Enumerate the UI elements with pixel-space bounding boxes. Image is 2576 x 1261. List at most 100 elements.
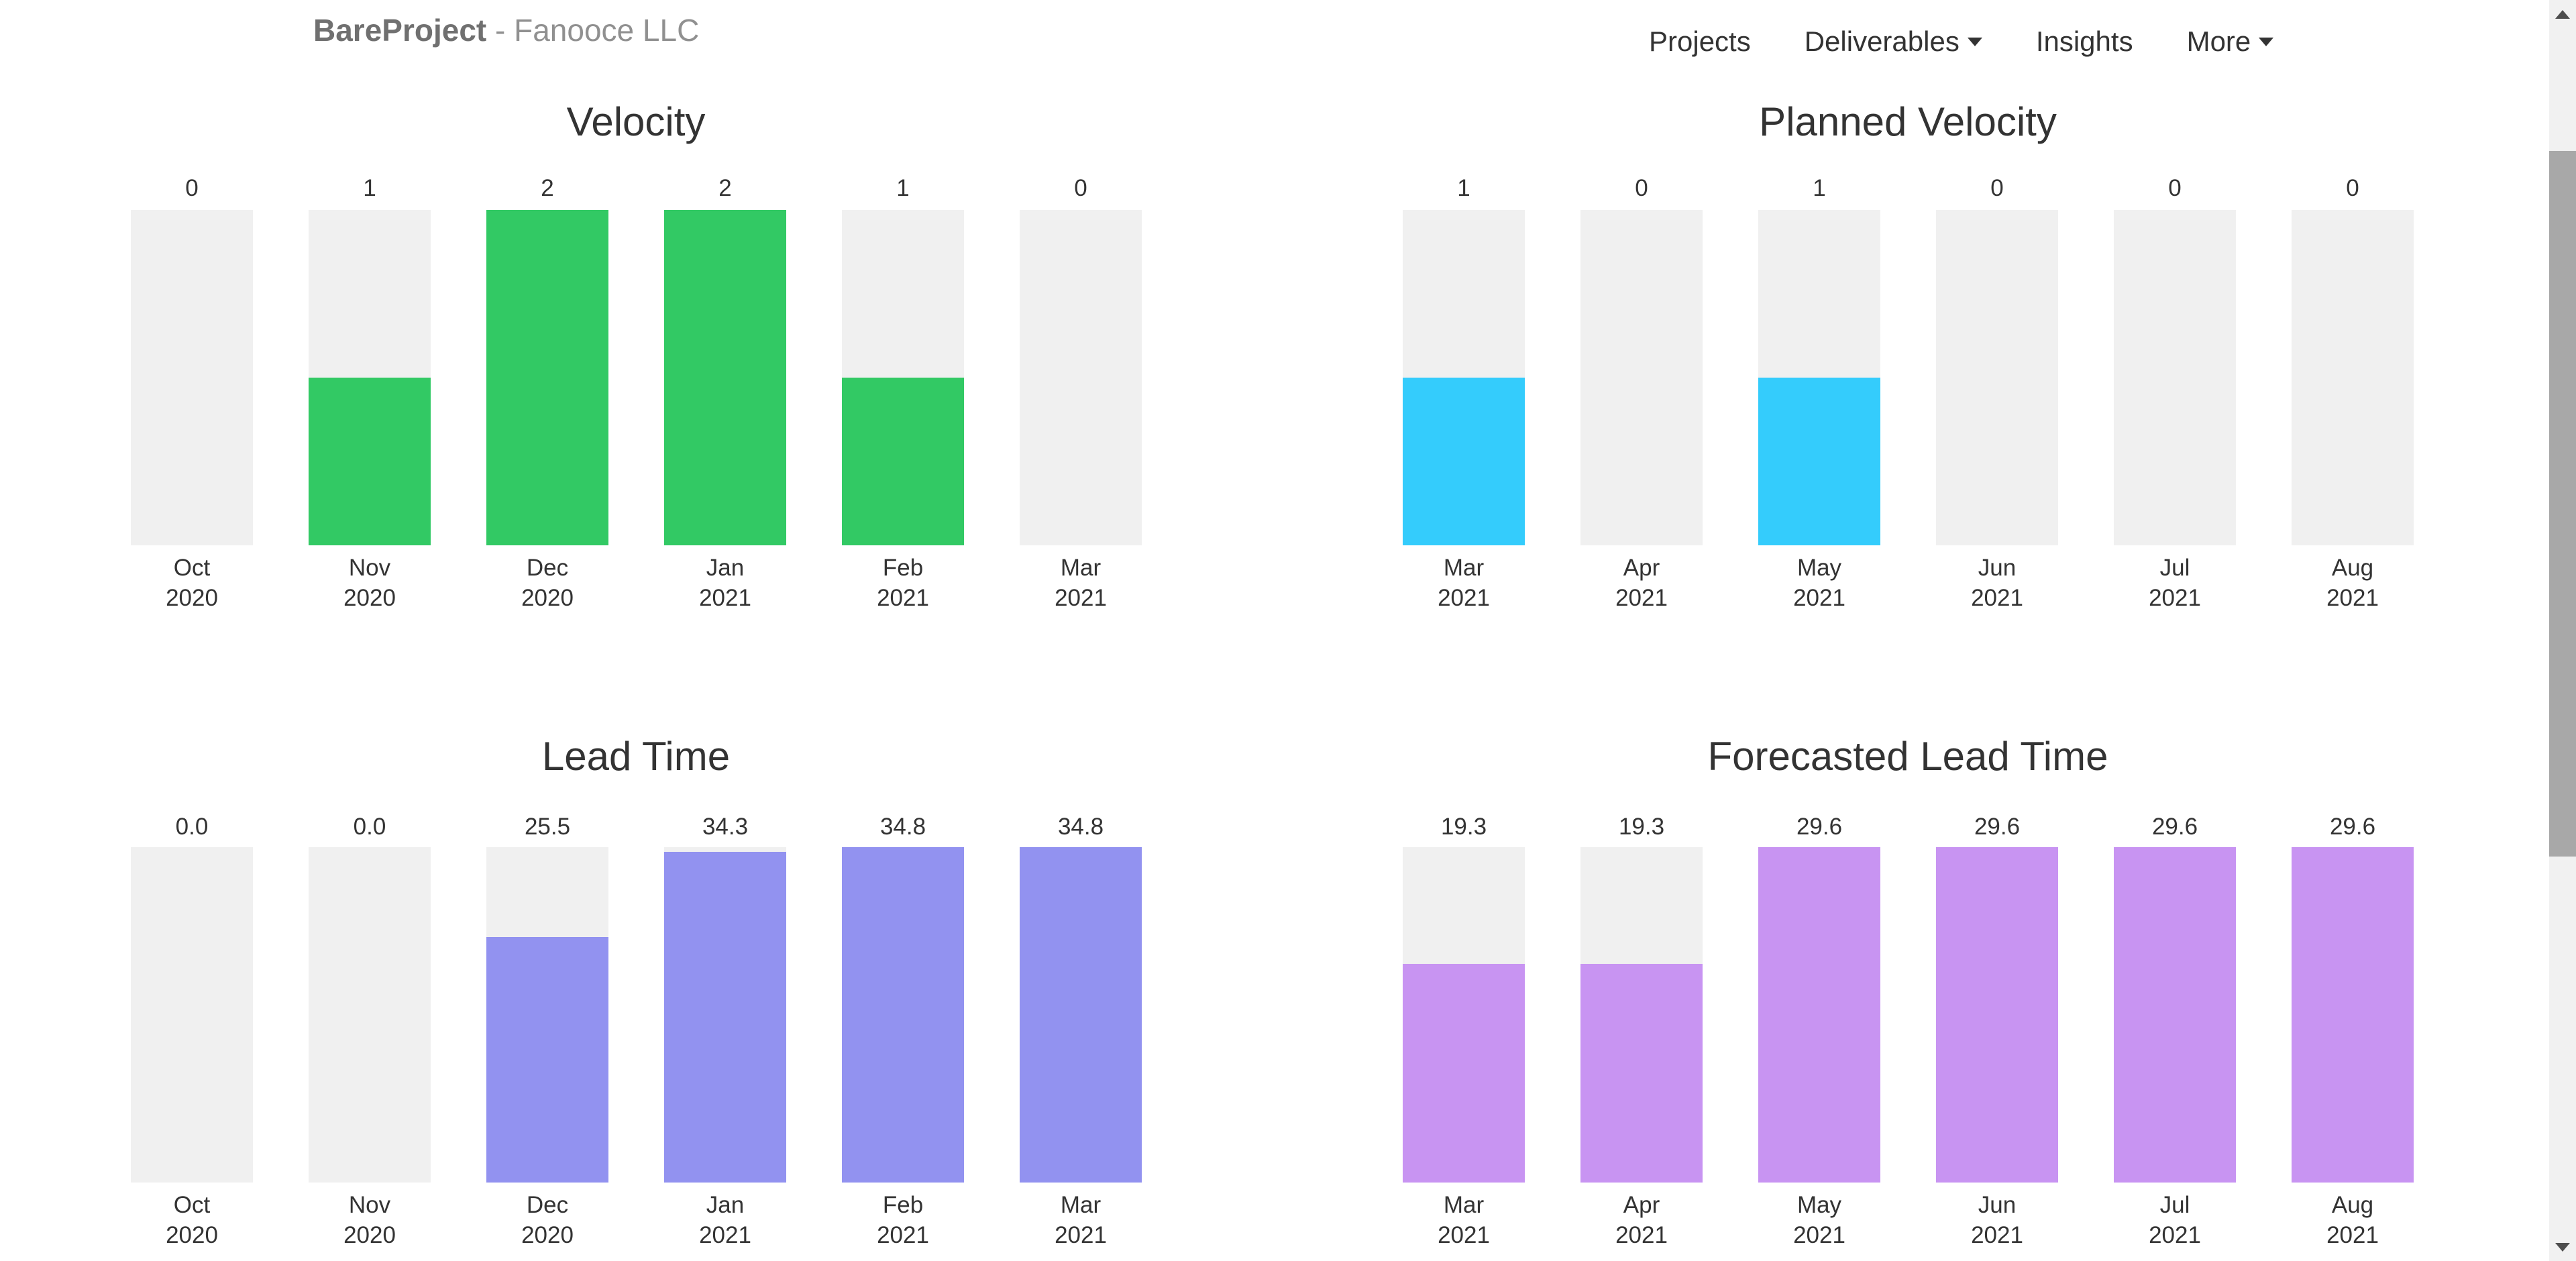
nav-item-label: More	[2186, 25, 2251, 57]
bar-track	[1758, 847, 1880, 1183]
scroll-up-icon	[2555, 9, 2570, 19]
bar-category-label: Apr 2021	[1580, 553, 1703, 613]
nav-item-insights[interactable]: Insights	[2009, 24, 2160, 59]
bar-value-label: 34.8	[1057, 814, 1104, 840]
bar-group: 29.6 Jun 2021	[1936, 781, 2058, 1250]
charts-grid: Velocity 0 Oct 2020 1 Nov 2020 2 Dec 202…	[131, 99, 2414, 1250]
bar-value-label: 1	[1457, 175, 1470, 201]
bar-group: 34.8 Feb 2021	[842, 781, 964, 1250]
bar-group: 29.6 Aug 2021	[2292, 781, 2414, 1250]
bar-category-label: Jun 2021	[1936, 553, 2058, 613]
bar-year-label: 2021	[1055, 585, 1107, 611]
bar-value-label: 29.6	[2151, 814, 2198, 840]
bar-year-label: 2020	[343, 585, 396, 611]
scrollbar-up-button[interactable]	[2549, 0, 2576, 28]
bar-track	[664, 210, 786, 545]
bar-month-label: Feb	[882, 1192, 924, 1218]
bar-category-label: Apr 2021	[1580, 1190, 1703, 1250]
brand-name: BareProject	[313, 13, 487, 48]
bar-month-label: Mar	[1060, 1192, 1102, 1218]
bar-month-label: Apr	[1623, 555, 1660, 581]
bar-fill	[2292, 847, 2414, 1183]
bar-month-label: Jul	[2159, 1192, 2190, 1218]
bar-year-label: 2021	[1615, 585, 1668, 611]
bar-category-label: Jan 2021	[664, 1190, 786, 1250]
bar-value-label: 29.6	[1974, 814, 2021, 840]
chart-title: Forecasted Lead Time	[1707, 734, 2108, 779]
bar-track	[131, 210, 253, 545]
bar-group: 1 May 2021	[1758, 146, 1880, 613]
bar-category-label: Aug 2021	[2292, 553, 2414, 613]
bar-month-label: May	[1796, 555, 1842, 581]
chart-title: Lead Time	[541, 734, 731, 779]
bar-track	[486, 847, 608, 1183]
bar-category-label: Feb 2021	[842, 1190, 964, 1250]
bar-group: 29.6 May 2021	[1758, 781, 1880, 1250]
bar-category-label: May 2021	[1758, 553, 1880, 613]
scroll-down-icon	[2555, 1242, 2570, 1252]
bar-month-label: Apr	[1623, 1192, 1660, 1218]
bar-month-label: Jan	[706, 555, 745, 581]
scrollbar-down-button[interactable]	[2549, 1233, 2576, 1261]
nav-item-more[interactable]: More	[2160, 24, 2301, 59]
bar-value-label: 19.3	[1440, 814, 1487, 840]
scrollbar[interactable]	[2549, 0, 2576, 1261]
nav-item-deliverables[interactable]: Deliverables	[1778, 24, 2009, 59]
bar-year-label: 2021	[1971, 1222, 2023, 1248]
bar-group: 2 Jan 2021	[664, 146, 786, 613]
bar-track	[1020, 847, 1142, 1183]
bar-group: 1 Mar 2021	[1403, 146, 1525, 613]
bar-year-label: 2021	[1971, 585, 2023, 611]
bar-fill	[2114, 847, 2236, 1183]
bar-value-label: 0.0	[175, 814, 209, 840]
bar-group: 0 Aug 2021	[2292, 146, 2414, 613]
bar-track	[1580, 210, 1703, 545]
bar-fill	[1758, 378, 1880, 545]
bar-year-label: 2020	[521, 1222, 574, 1248]
bar-value-label: 29.6	[1796, 814, 1843, 840]
bar-category-label: Aug 2021	[2292, 1190, 2414, 1250]
bar-group: 29.6 Jul 2021	[2114, 781, 2236, 1250]
bar-track	[486, 210, 608, 545]
bar-track	[309, 210, 431, 545]
bar-group: 0.0 Nov 2020	[309, 781, 431, 1250]
bar-value-label: 29.6	[2329, 814, 2376, 840]
bar-category-label: Mar 2021	[1403, 553, 1525, 613]
bar-fill	[486, 936, 608, 1183]
bar-year-label: 2021	[1438, 1222, 1490, 1248]
bar-year-label: 2021	[1055, 1222, 1107, 1248]
bar-year-label: 2021	[699, 1222, 751, 1248]
bar-category-label: Mar 2021	[1403, 1190, 1525, 1250]
bar-fill	[1020, 847, 1142, 1183]
brand-link[interactable]: BareProject - Fanooce LLC	[313, 11, 699, 49]
bar-fill	[664, 210, 786, 545]
bar-fill	[842, 847, 964, 1183]
bar-group: 0 Jun 2021	[1936, 146, 2058, 613]
bar-value-label: 34.3	[702, 814, 749, 840]
bar-track	[2292, 210, 2414, 545]
bar-value-label: 19.3	[1618, 814, 1665, 840]
bar-month-label: Dec	[526, 1192, 569, 1218]
bar-value-label: 2	[541, 175, 554, 201]
bar-category-label: Nov 2020	[309, 553, 431, 613]
bar-year-label: 2021	[877, 585, 929, 611]
bar-value-label: 0	[2168, 175, 2182, 201]
bar-group: 0 Jul 2021	[2114, 146, 2236, 613]
nav-item-projects[interactable]: Projects	[1622, 24, 1778, 59]
bar-year-label: 2021	[2149, 1222, 2201, 1248]
bar-track	[2114, 210, 2236, 545]
bar-value-label: 1	[1813, 175, 1826, 201]
bar-value-label: 0	[1635, 175, 1648, 201]
bar-value-label: 0	[1990, 175, 2004, 201]
bar-fill	[842, 378, 964, 545]
bar-category-label: Mar 2021	[1020, 1190, 1142, 1250]
bar-fill	[1403, 378, 1525, 545]
caret-down-icon	[1967, 37, 1982, 46]
bar-fill	[309, 378, 431, 545]
bar-group: 1 Feb 2021	[842, 146, 964, 613]
bar-year-label: 2021	[2326, 1222, 2379, 1248]
bar-track	[842, 847, 964, 1183]
bar-year-label: 2021	[2326, 585, 2379, 611]
bar-year-label: 2021	[877, 1222, 929, 1248]
scrollbar-thumb[interactable]	[2549, 151, 2576, 857]
